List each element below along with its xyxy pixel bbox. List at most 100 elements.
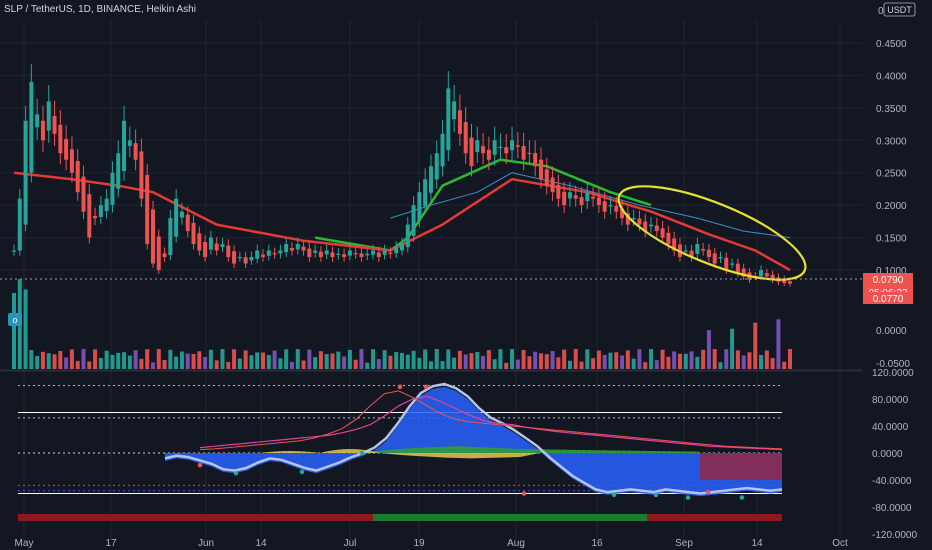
- volume-bar: [515, 359, 520, 369]
- candle-body: [608, 205, 613, 207]
- candle-body: [46, 101, 51, 131]
- candle-body: [382, 250, 387, 255]
- oscillator-pane: [0, 370, 862, 521]
- volume-bar: [342, 356, 347, 369]
- volume-bar: [284, 349, 289, 369]
- volume-bar: [58, 350, 63, 369]
- candle-body: [52, 115, 57, 134]
- price-pane: [0, 64, 862, 287]
- volume-bar: [596, 350, 601, 369]
- volume-bar: [724, 349, 729, 369]
- candle-body: [660, 228, 665, 238]
- volume-bar: [643, 362, 648, 369]
- volume-bar: [527, 356, 532, 369]
- volume-bar: [631, 358, 636, 369]
- candle-body: [116, 153, 121, 189]
- candle-body: [289, 248, 294, 251]
- candle-body: [788, 281, 792, 284]
- candle-body: [249, 257, 254, 261]
- candle-body: [336, 253, 341, 255]
- candle-body: [550, 177, 555, 193]
- trend-bar-bear-2: [647, 514, 782, 521]
- candle-body: [324, 250, 329, 255]
- volume-bar: [98, 357, 103, 369]
- candle-body: [185, 214, 190, 232]
- oscillator-signal-dot: [397, 384, 403, 390]
- volume-bar: [428, 361, 433, 369]
- oscillator-yellow-area: [260, 448, 540, 459]
- candle-body: [87, 194, 92, 238]
- candles: [12, 64, 792, 287]
- candle-body: [515, 145, 520, 147]
- x-tick-label: 14: [751, 538, 763, 549]
- candle-body: [504, 147, 509, 154]
- volume-bar: [330, 353, 335, 369]
- volume-bar: [347, 349, 352, 369]
- candle-body: [318, 251, 323, 258]
- candle-body: [156, 236, 161, 270]
- volume-badge[interactable]: [8, 313, 22, 326]
- volume-bar: [504, 362, 509, 369]
- candle-body: [544, 169, 549, 186]
- overlay-line: [13, 171, 791, 272]
- volume-bar: [359, 349, 364, 369]
- candle-body: [411, 205, 416, 236]
- candle-body: [469, 137, 474, 167]
- candle-body: [388, 252, 393, 254]
- candle-body: [278, 250, 283, 254]
- candle-body: [417, 192, 422, 221]
- candle-body: [579, 196, 584, 206]
- candle-body: [17, 198, 22, 251]
- oscillator-tick-label: -40.0000: [872, 476, 912, 487]
- candle-body: [759, 270, 764, 277]
- candle-body: [741, 268, 746, 277]
- currency-button[interactable]: [883, 2, 916, 17]
- candle-body: [394, 247, 399, 254]
- volume-bar: [660, 349, 665, 369]
- candle-body: [764, 273, 769, 277]
- candle-body: [521, 146, 526, 160]
- volume-bar: [133, 350, 138, 369]
- y-tick-label: 0.2500: [876, 169, 907, 180]
- volume-bar: [718, 362, 723, 369]
- candle-body: [695, 244, 700, 254]
- candle-body: [139, 151, 144, 199]
- candle-body: [706, 249, 711, 258]
- y-tick-label: 0.2000: [876, 201, 907, 212]
- candle-body: [637, 218, 642, 225]
- volume-bar: [741, 355, 746, 369]
- volume-bar: [226, 362, 231, 369]
- candle-body: [261, 254, 266, 258]
- volume-bar: [776, 319, 781, 369]
- oscillator-bear-zone: [700, 453, 782, 480]
- volume-bar: [145, 349, 150, 369]
- volume-bar: [446, 349, 451, 369]
- candle-body: [510, 140, 515, 151]
- volume-bar: [110, 354, 115, 369]
- oscillator-tick-label: 40.0000: [872, 422, 909, 433]
- volume-bar: [214, 360, 219, 369]
- volume-bar: [567, 360, 572, 369]
- candle-body: [365, 253, 370, 256]
- candle-body: [567, 192, 572, 199]
- volume-bar: [272, 350, 277, 369]
- volume-bar: [747, 352, 752, 369]
- oscillator-tick-label: -120.0000: [872, 530, 917, 541]
- volume-bar: [591, 358, 596, 369]
- candle-body: [428, 166, 433, 193]
- volume-bar: [203, 356, 208, 369]
- candle-body: [654, 225, 659, 232]
- candle-body: [452, 101, 457, 120]
- candle-body: [689, 250, 694, 258]
- volume-bar: [353, 359, 358, 369]
- volume-bar: [295, 349, 300, 369]
- x-tick-label: May: [15, 538, 34, 549]
- candle-body: [434, 153, 439, 180]
- candle-body: [208, 237, 213, 250]
- volume-bar: [625, 350, 630, 369]
- volume-bar: [35, 356, 40, 369]
- volume-bar: [695, 356, 700, 369]
- volume-bar: [168, 349, 173, 369]
- oscillator-main-line: [164, 382, 783, 495]
- volume-bar: [69, 349, 74, 369]
